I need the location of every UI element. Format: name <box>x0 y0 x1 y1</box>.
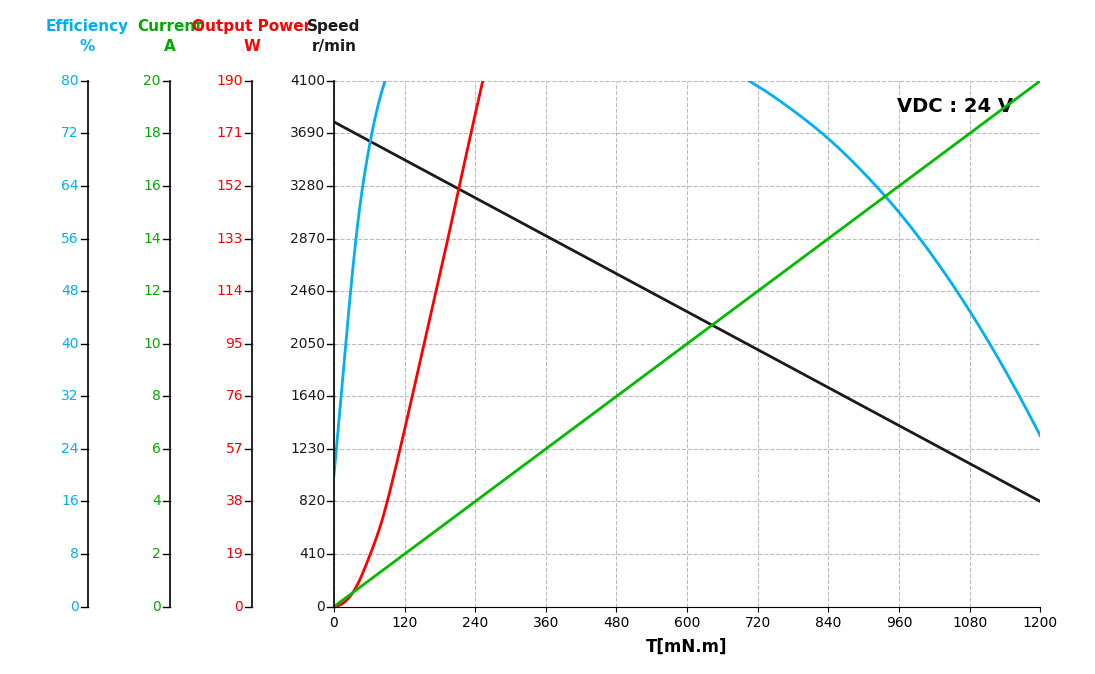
Text: 12: 12 <box>143 284 161 298</box>
Text: 114: 114 <box>217 284 243 298</box>
Text: 76: 76 <box>226 390 243 403</box>
Text: 32: 32 <box>61 390 79 403</box>
Text: 152: 152 <box>217 179 243 193</box>
Text: 8: 8 <box>152 390 161 403</box>
Text: 40: 40 <box>61 337 79 350</box>
Text: %: % <box>80 39 95 54</box>
Text: 410: 410 <box>299 547 325 561</box>
Text: 20: 20 <box>143 74 161 88</box>
Text: Current: Current <box>137 19 203 34</box>
Text: 8: 8 <box>70 547 79 561</box>
Text: 1230: 1230 <box>290 442 325 456</box>
Text: W: W <box>243 39 261 54</box>
Text: Speed: Speed <box>308 19 360 34</box>
Text: 0: 0 <box>316 600 325 613</box>
Text: 0: 0 <box>70 600 79 613</box>
Text: 4100: 4100 <box>290 74 325 88</box>
Text: 24: 24 <box>61 442 79 456</box>
Text: 3280: 3280 <box>290 179 325 193</box>
Text: 14: 14 <box>143 232 161 245</box>
Text: 80: 80 <box>61 74 79 88</box>
Text: A: A <box>164 39 175 54</box>
X-axis label: T[mN.m]: T[mN.m] <box>646 637 728 655</box>
Text: 19: 19 <box>226 547 243 561</box>
Text: Efficiency: Efficiency <box>46 19 129 34</box>
Text: 18: 18 <box>143 127 161 140</box>
Text: 2870: 2870 <box>290 232 325 245</box>
Text: 190: 190 <box>217 74 243 88</box>
Text: 16: 16 <box>143 179 161 193</box>
Text: VDC : 24 V: VDC : 24 V <box>898 96 1014 116</box>
Text: 2460: 2460 <box>290 284 325 298</box>
Text: 10: 10 <box>143 337 161 350</box>
Text: 64: 64 <box>61 179 79 193</box>
Text: 2050: 2050 <box>290 337 325 350</box>
Text: 171: 171 <box>217 127 243 140</box>
Text: 820: 820 <box>299 495 325 508</box>
Text: 57: 57 <box>226 442 243 456</box>
Text: Output Power: Output Power <box>193 19 311 34</box>
Text: 72: 72 <box>61 127 79 140</box>
Text: 133: 133 <box>217 232 243 245</box>
Text: 0: 0 <box>152 600 161 613</box>
Text: 3690: 3690 <box>290 127 325 140</box>
Text: r/min: r/min <box>311 39 357 54</box>
Text: 48: 48 <box>61 284 79 298</box>
Text: 56: 56 <box>61 232 79 245</box>
Text: 4: 4 <box>152 495 161 508</box>
Text: 16: 16 <box>61 495 79 508</box>
Text: 1640: 1640 <box>290 390 325 403</box>
Text: 2: 2 <box>152 547 161 561</box>
Text: 0: 0 <box>234 600 243 613</box>
Text: 38: 38 <box>226 495 243 508</box>
Text: 95: 95 <box>226 337 243 350</box>
Text: 6: 6 <box>152 442 161 456</box>
